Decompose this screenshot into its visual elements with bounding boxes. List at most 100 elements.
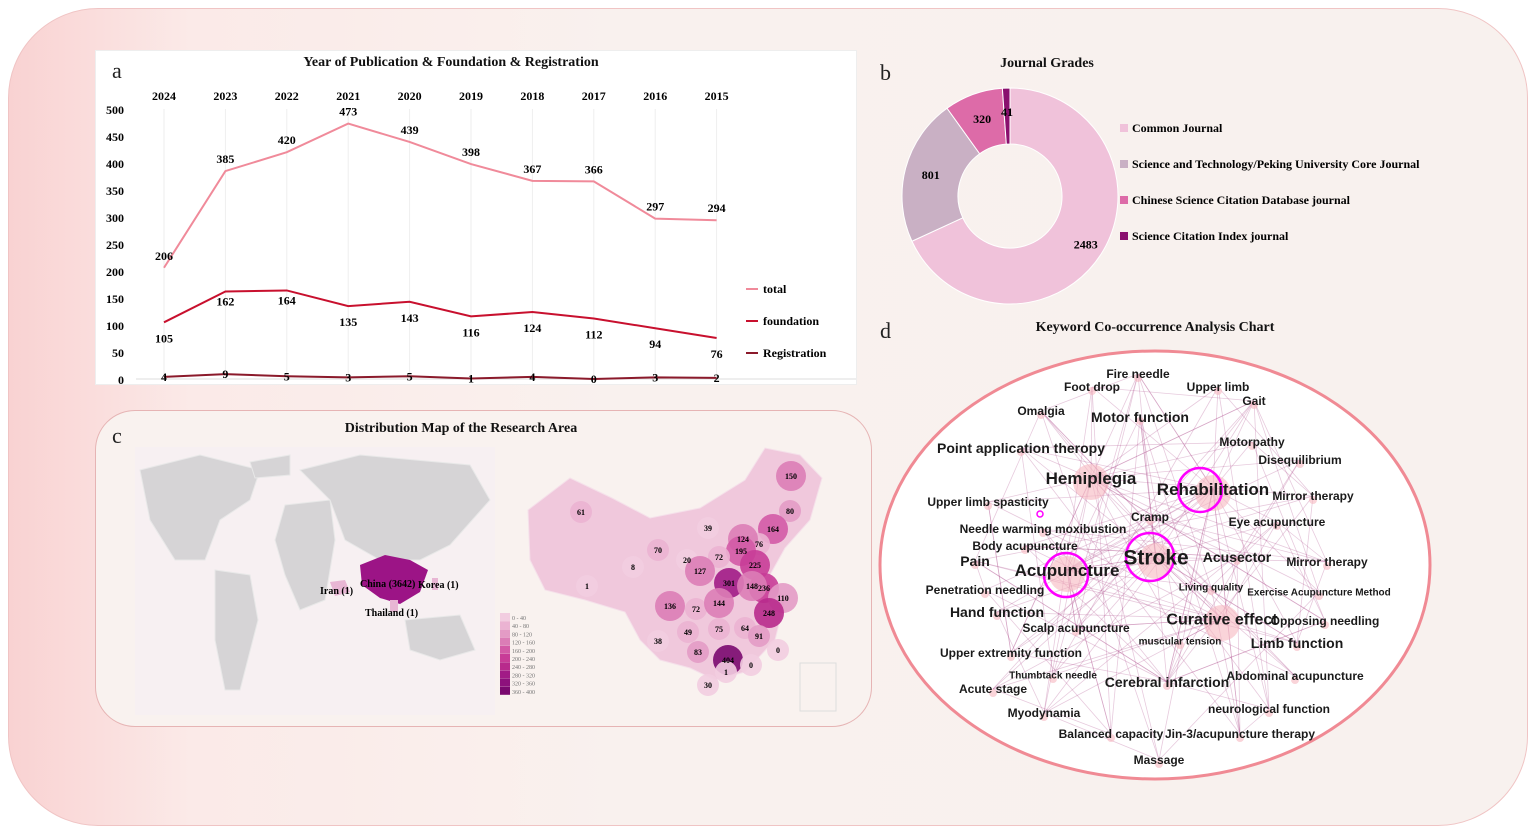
keyword-label: Mirror therapy — [1286, 555, 1368, 569]
network-edge — [1137, 373, 1214, 490]
keyword-node — [1236, 734, 1244, 742]
data-label: 4 — [161, 370, 167, 384]
keyword-node — [1138, 543, 1174, 579]
keyword-node — [989, 689, 997, 697]
keyword-node — [1017, 448, 1025, 456]
legend-label: 160 - 200 — [512, 649, 535, 655]
legend-swatch — [500, 645, 510, 654]
keyword-node — [1296, 460, 1304, 468]
network-edge — [1091, 386, 1214, 490]
network-edge — [1040, 410, 1212, 588]
province-region — [740, 654, 762, 676]
keyword-node — [1265, 709, 1273, 717]
network-edge — [1251, 441, 1314, 497]
data-label: 3 — [345, 370, 351, 384]
keyword-label: Point application theropy — [937, 440, 1105, 456]
network-edge — [1042, 528, 1328, 563]
south-china-sea-inset — [799, 662, 837, 712]
province-value: 124 — [737, 535, 749, 544]
province-value: 144 — [713, 599, 725, 608]
keyword-node — [1250, 401, 1258, 409]
network-edge — [1020, 447, 1214, 490]
network-edge — [1166, 681, 1270, 710]
keyword-label: Scalp acupuncture — [1022, 621, 1130, 635]
legend-swatch — [500, 613, 510, 621]
slice-label: 801 — [922, 168, 940, 182]
data-label: 3 — [652, 370, 658, 384]
data-label: 297 — [646, 200, 664, 214]
data-label: 367 — [523, 162, 541, 176]
legend-label: Chinese Science Citation Database journa… — [1132, 193, 1351, 207]
network-edge — [1052, 373, 1139, 676]
keyword-node — [1088, 387, 1096, 395]
province-region — [647, 539, 669, 561]
province-value: 0 — [776, 646, 780, 655]
keyword-node — [1323, 562, 1331, 570]
network-edge — [1212, 488, 1270, 710]
y-tick-label: 200 — [106, 265, 124, 279]
legend-swatch — [500, 686, 510, 695]
keyword-label: Omalgia — [1017, 404, 1065, 418]
country-label: Korea (1) — [418, 580, 459, 591]
keyword-label: Hand function — [950, 604, 1044, 620]
keyword-node — [1136, 417, 1144, 425]
legend-swatch — [500, 637, 510, 646]
network-edge — [1024, 545, 1238, 558]
keyword-node — [1273, 522, 1281, 530]
province-value: 236 — [758, 584, 770, 593]
network-edge — [1137, 373, 1214, 490]
x-tick-label: 2022 — [275, 89, 299, 103]
network-edge — [1137, 373, 1212, 588]
province-region — [779, 500, 801, 522]
donut-slice — [901, 107, 981, 242]
network-edge — [1166, 495, 1314, 683]
keyword-label: Acusector — [1203, 549, 1272, 565]
donut-chart-title: Journal Grades — [1000, 56, 1094, 71]
network-edge — [1166, 459, 1301, 683]
network-edge — [1090, 477, 1320, 593]
keyword-node — [1321, 621, 1329, 629]
highlighted-node-ring — [1036, 510, 1044, 518]
keyword-label: Fire needle — [1106, 367, 1170, 381]
province-region — [708, 618, 730, 640]
keyword-node — [1293, 643, 1301, 651]
network-edge — [974, 560, 1168, 683]
keyword-label: Abdominal acupuncture — [1226, 669, 1364, 683]
network-edge — [992, 688, 1112, 735]
data-label: 420 — [278, 133, 296, 147]
province-value: 38 — [654, 637, 662, 646]
network-edge — [1253, 400, 1320, 593]
keyword-label: Motorpathy — [1219, 435, 1285, 449]
network-edge — [1075, 618, 1223, 629]
keyword-label: Living quality — [1179, 583, 1244, 594]
network-edge — [974, 560, 1298, 644]
y-tick-label: 0 — [118, 373, 124, 384]
line-chart-title: Year of Publication & Foundation & Regis… — [303, 55, 599, 70]
network-edge — [974, 560, 1168, 683]
keyword-label: Penetration needling — [926, 583, 1045, 597]
x-tick-label: 2019 — [459, 89, 483, 103]
network-edge — [1042, 528, 1168, 683]
keyword-node — [1049, 675, 1057, 683]
keyword-node — [1049, 556, 1085, 592]
keyword-node — [1204, 605, 1240, 641]
network-edge — [1042, 528, 1157, 558]
network-edge — [1066, 488, 1214, 571]
series-line-total — [163, 122, 717, 269]
province-value: 70 — [654, 546, 662, 555]
x-tick-label: 2015 — [705, 89, 729, 103]
network-edge — [1217, 386, 1270, 710]
network-edge — [984, 589, 1112, 735]
keyword-node — [993, 612, 1001, 620]
province-region — [570, 501, 592, 523]
network-edge — [1155, 521, 1278, 558]
legend-label: 240 - 280 — [512, 665, 535, 671]
keyword-label: Body acupuncture — [972, 539, 1078, 553]
legend-label: 360 - 400 — [512, 690, 535, 696]
province-value: 76 — [755, 540, 763, 549]
data-label: 162 — [216, 295, 234, 309]
keyword-label: Limb function — [1251, 635, 1344, 651]
keyword-label: Opposing needling — [1271, 614, 1380, 628]
network-edge — [1090, 477, 1296, 677]
